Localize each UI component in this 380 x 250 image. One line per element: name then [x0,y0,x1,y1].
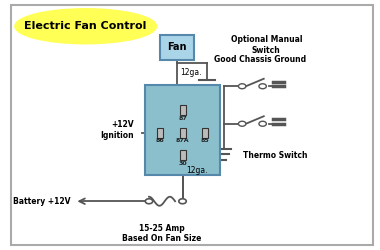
Bar [180,150,185,160]
Bar [180,128,185,138]
Text: Good Chassis Ground: Good Chassis Ground [214,56,306,64]
Bar [160,35,194,60]
Text: 15-25 Amp
Based On Fan Size: 15-25 Amp Based On Fan Size [122,224,202,243]
Text: Battery +12V: Battery +12V [13,197,71,206]
Circle shape [259,121,266,126]
Text: Thermo Switch: Thermo Switch [244,150,308,160]
Text: 86: 86 [156,138,165,143]
Bar [180,105,185,115]
FancyBboxPatch shape [11,5,372,245]
Circle shape [238,121,246,126]
Bar [202,128,208,138]
Circle shape [145,199,153,204]
Text: Fan: Fan [167,42,187,52]
Text: 87A: 87A [176,138,189,143]
Text: 30: 30 [178,161,187,166]
Bar [145,85,220,175]
Text: Optional Manual
Switch: Optional Manual Switch [231,35,302,55]
Ellipse shape [15,9,157,44]
Text: 85: 85 [201,138,209,143]
Bar [157,128,163,138]
Circle shape [238,84,246,89]
Text: 12ga.: 12ga. [186,166,208,175]
Text: Electric Fan Control: Electric Fan Control [24,21,147,31]
Circle shape [179,199,186,204]
Circle shape [259,84,266,89]
Text: 12ga.: 12ga. [180,68,202,77]
Text: 87: 87 [178,116,187,121]
Text: +12V
Ignition: +12V Ignition [100,120,134,140]
